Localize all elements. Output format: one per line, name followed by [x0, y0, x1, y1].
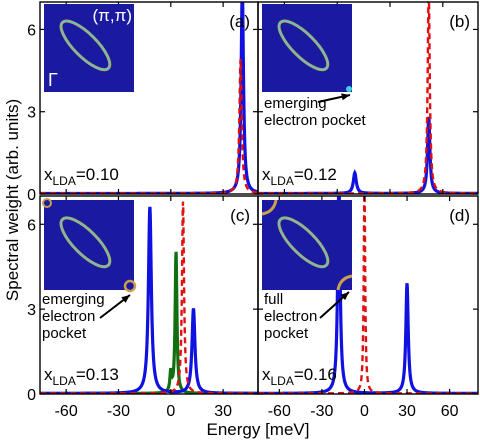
y-axis-label: Spectral weight (arb. units)	[3, 99, 22, 301]
panel-label: (d)	[449, 206, 470, 225]
red-spectrum-line	[40, 58, 258, 194]
fermi-surface-inset	[261, 199, 353, 291]
fermi-surface-inset	[42, 198, 137, 293]
electron-pocket	[123, 279, 137, 293]
arrow-head	[340, 292, 349, 301]
fermi-contour-core	[60, 217, 111, 268]
red-spectrum-line	[40, 201, 258, 394]
fermi-contour-core	[60, 20, 111, 71]
inset-background	[44, 4, 134, 92]
doping-label: xLDA=0.10	[44, 165, 119, 188]
x-tick-label: 0	[360, 403, 369, 420]
doping-label: xLDA=0.12	[262, 165, 337, 188]
panel-grid: 0 3 6 (π,π) Γ (a) xLDA=0.10 (b) xLDA=0.12 emergin…	[27, 1, 479, 420]
inset-background	[262, 200, 352, 290]
arrow-head	[341, 93, 350, 101]
y-tick-label: 6	[27, 217, 36, 234]
arrow-head	[121, 295, 130, 303]
panel-frame	[257, 195, 479, 395]
fermi-contour-core	[278, 20, 329, 71]
x-tick-label: 30	[214, 403, 232, 420]
electron-pocket	[336, 274, 353, 291]
annotation-text: emerging electron pocket	[264, 95, 367, 129]
panel-frame	[257, 1, 479, 195]
y-tick-label: 0	[27, 387, 36, 404]
fermi-contour-core	[278, 217, 329, 268]
doping-label: xLDA=0.16	[262, 365, 337, 388]
annotation-text: full electron pocket	[264, 291, 317, 342]
panel-b: (b) xLDA=0.12 emerging electron pocket	[257, 1, 479, 195]
y-tick-label: 6	[27, 22, 36, 39]
annotation-text: emerging electron pocket	[42, 291, 105, 342]
panel-label: (c)	[230, 206, 250, 225]
x-tick-label: 60	[441, 403, 459, 420]
y-tick-label: 3	[27, 105, 36, 122]
x-tick-label: 30	[398, 403, 416, 420]
x-tick-label: -30	[310, 403, 333, 420]
pi-pi-label: (π,π)	[92, 6, 132, 25]
fermi-surface-inset: (π,π) Γ	[44, 4, 134, 92]
electron-pocket	[42, 198, 52, 208]
electron-pocket	[261, 199, 278, 216]
inset-background	[262, 4, 352, 92]
inset-background	[44, 200, 134, 290]
x-tick-label: 0	[166, 403, 175, 420]
panel-label: (a)	[229, 12, 250, 31]
x-tick-label: -60	[268, 403, 291, 420]
x-tick-label: -30	[107, 403, 130, 420]
doping-label: xLDA=0.13	[44, 365, 119, 388]
x-axis-label: Energy [meV]	[207, 420, 310, 439]
panel-label: (b)	[449, 12, 470, 31]
fermi-surface-inset	[262, 4, 352, 92]
x-tick-label: -60	[55, 403, 78, 420]
y-tick-label: 0	[27, 187, 36, 204]
panel-a: 0 3 6 (π,π) Γ (a) xLDA=0.10	[27, 1, 259, 204]
electron-pocket	[346, 86, 352, 92]
gamma-label: Γ	[48, 70, 58, 90]
y-tick-label: 3	[27, 302, 36, 319]
panel-c: 0 3 6 -60 -30 0 30 (c) xLDA=0.13 emerging electron…	[27, 195, 259, 420]
panel-d: -60 -30 0 30 60 (d) xLDA=0.16 full electron pocke…	[257, 195, 479, 420]
